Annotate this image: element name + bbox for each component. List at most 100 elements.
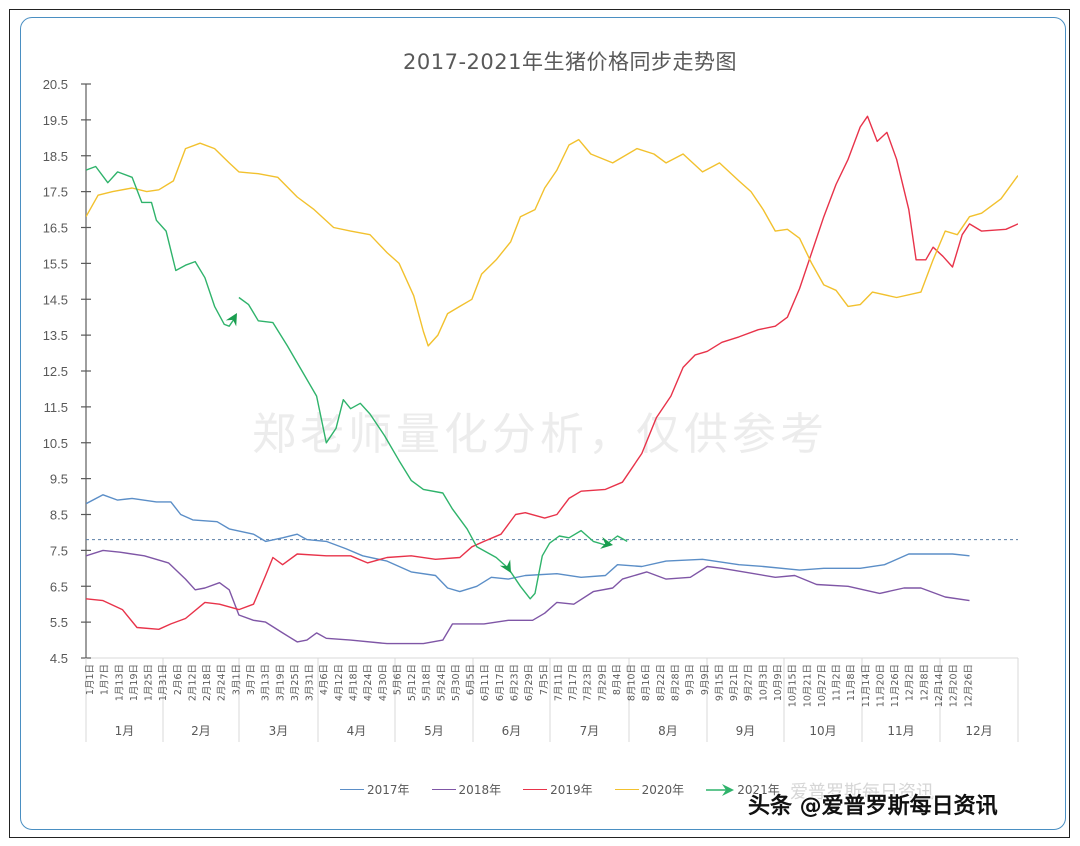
x-tick-label: 1月31日 [158,664,169,701]
x-tick-label: 8月16日 [641,664,652,701]
y-tick-label: 14.5 [43,292,68,307]
x-tick-label: 1月19日 [129,664,140,701]
y-tick-label: 12.5 [43,364,68,379]
x-tick-label: 11月8日 [846,664,857,701]
x-tick-label: 2月18日 [202,664,213,701]
y-tick-label: 11.5 [44,400,68,415]
month-label: 1月 [115,724,135,738]
month-label: 4月 [347,724,367,738]
x-tick-label: 5月12日 [407,664,418,701]
x-tick-label: 8月4日 [612,664,623,695]
y-tick-label: 9.5 [50,472,68,487]
x-tick-label: 12月20日 [949,664,960,707]
x-tick-label: 4月6日 [319,664,330,695]
y-tick-label: 16.5 [43,221,68,236]
x-tick-label: 12月8日 [919,664,930,701]
x-tick-label: 1月7日 [100,664,111,695]
month-label: 2月 [191,724,211,738]
x-tick-label: 8月10日 [627,664,638,701]
x-tick-label: 3月13日 [261,664,272,701]
legend-item-2020年: 2020年 [614,781,685,798]
x-tick-label: 10月21日 [802,664,813,707]
legend-item-2019年: 2019年 [523,781,593,798]
y-tick-label: 5.5 [50,615,68,630]
x-tick-label: 1月25日 [144,664,155,701]
month-label: 9月 [736,724,756,738]
source-badge: 头条 @爱普罗斯每日资讯 [748,794,998,819]
series-line-2021年 [238,296,628,600]
x-tick-label: 4月30日 [378,664,389,701]
x-tick-label: 3月31日 [305,664,316,701]
x-tick-label: 6月29日 [524,664,535,701]
y-tick-label: 13.5 [43,328,68,343]
legend-label: 2019年 [550,783,593,797]
x-tick-label: 10月27日 [817,664,828,707]
x-tick-label: 7月17日 [568,664,579,701]
x-tick-label: 3月1日 [231,664,242,695]
legend-swatch [523,789,548,790]
arrow-icon [499,559,511,573]
y-tick-label: 17.5 [43,185,68,200]
x-tick-label: 4月24日 [363,664,374,701]
chart-card [20,17,1066,830]
x-tick-label: 5月24日 [436,664,447,701]
y-tick-label: 7.5 [50,543,68,558]
legend-label: 2017年 [367,783,410,797]
month-label: 12月 [965,724,992,738]
x-tick-label: 3月19日 [275,664,286,701]
x-tick-label: 10月3日 [758,664,769,701]
x-tick-label: 5月18日 [422,664,433,701]
ghost-source-text: 爱普罗斯每日资讯 [790,782,934,803]
x-tick-label: 4月12日 [334,664,345,701]
month-label: 3月 [269,724,289,738]
legend-label: 2018年 [458,783,502,797]
arrow-icon [225,313,237,327]
x-tick-label: 10月15日 [788,664,799,707]
legend-item-2021年: 2021年 [706,781,780,798]
x-tick-label: 7月29日 [597,664,608,701]
x-tick-label: 2月24日 [217,664,228,701]
x-tick-label: 11月2日 [832,664,843,701]
legend-swatch [431,789,456,790]
y-tick-label: 10.5 [43,436,68,451]
series-line-2019年 [86,115,1018,630]
month-label: 7月 [580,724,600,738]
x-tick-label: 12月26日 [963,664,974,707]
legend-label: 2021年 [737,783,780,797]
x-tick-label: 2月6日 [173,664,184,695]
x-tick-label: 3月7日 [246,664,257,695]
x-tick-label: 8月22日 [656,664,667,701]
y-tick-label: 18.5 [43,149,68,164]
x-tick-label: 12月2日 [905,664,916,701]
legend-swatch [340,789,364,790]
x-tick-label: 2月12日 [187,664,198,701]
x-tick-label: 7月23日 [583,664,594,701]
x-tick-label: 7月11日 [553,664,564,701]
x-tick-label: 11月14日 [861,664,872,707]
x-tick-label: 11月26日 [890,664,901,707]
x-tick-label: 10月9日 [773,664,784,701]
y-tick-label: 19.5 [43,113,68,128]
month-label: 10月 [809,724,836,738]
x-tick-label: 9月15日 [714,664,725,701]
y-tick-label: 15.5 [43,256,68,271]
series-line-2021年 [86,165,235,327]
chart-legend: 2017年 2018年 2019年 2020年 2021年 [340,781,780,798]
month-label: 8月 [658,724,678,738]
x-tick-label: 11月20日 [875,664,886,707]
x-tick-label: 6月17日 [495,664,506,701]
x-tick-label: 9月9日 [700,664,711,695]
x-tick-label: 12月14日 [934,664,945,707]
month-label: 5月 [424,724,444,738]
legend-label: 2020年 [641,783,685,797]
x-tick-label: 1月13日 [114,664,125,701]
x-tick-label: 6月5日 [466,664,477,695]
y-tick-label: 4.5 [50,651,68,666]
series-line-2020年 [86,138,1018,347]
chart-title: 2017-2021年生猪价格同步走势图 [403,50,737,74]
series-line-2018年 [86,549,970,645]
x-tick-label: 1月1日 [85,664,96,695]
x-tick-label: 6月23日 [510,664,521,701]
month-label: 6月 [502,724,522,738]
